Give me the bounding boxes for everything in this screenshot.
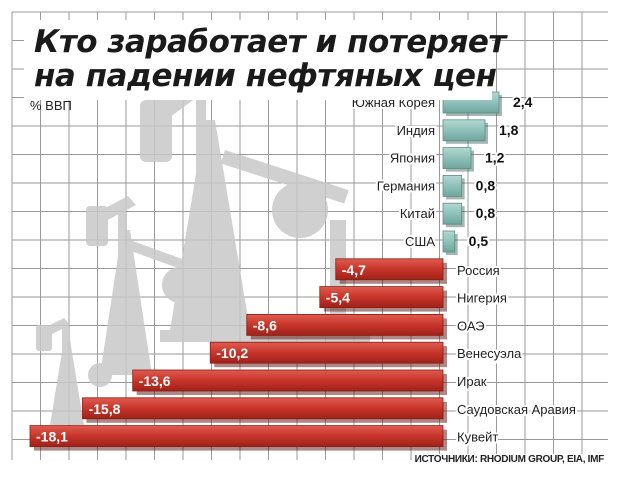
value-label: -13,6: [139, 373, 171, 389]
category-label: Кувейт: [457, 430, 498, 445]
bar-Китай: [442, 202, 463, 225]
bar-Венесуэла: [209, 341, 444, 364]
value-label: 2,4: [513, 94, 533, 110]
chart-title-line-1: Кто заработает и потеряет: [34, 24, 506, 60]
category-label: Китай: [400, 206, 435, 221]
value-label: 0,8: [476, 177, 496, 193]
chart-title-line-2: на падении нефтяных цен: [34, 58, 497, 94]
value-label: -10,2: [216, 345, 248, 361]
bar-ОАЭ: [246, 313, 444, 336]
value-label: -5,4: [326, 290, 350, 306]
title-background: [24, 20, 492, 100]
unit-label: % ВВП: [30, 98, 72, 113]
bar-Япония: [442, 147, 472, 170]
value-label: 1,2: [485, 150, 505, 166]
category-label: Япония: [390, 151, 435, 166]
value-label: -18,1: [36, 429, 68, 445]
category-label: Саудовская Аравия: [457, 402, 576, 417]
value-label: -8,6: [253, 317, 277, 333]
category-label: Ирак: [457, 374, 487, 389]
value-label: 0,5: [469, 233, 489, 249]
category-label: Россия: [457, 263, 500, 278]
bar-Россия: [335, 258, 444, 281]
bar-Кувейт: [29, 425, 444, 448]
category-label: Германия: [377, 178, 435, 193]
category-label: США: [405, 234, 435, 249]
category-label: ОАЭ: [457, 318, 485, 333]
bar-Германия: [442, 174, 463, 197]
bar-США: [442, 230, 456, 253]
value-label: -4,7: [342, 262, 366, 278]
bar-Ирак: [132, 369, 444, 392]
category-label: Индия: [397, 123, 435, 138]
value-label: -15,8: [88, 401, 120, 417]
value-label: 0,8: [476, 205, 496, 221]
category-label: Нигерия: [457, 291, 507, 306]
bar-Саудовская Аравия: [82, 397, 444, 420]
category-label: Венесуэла: [457, 346, 522, 361]
source-note: ИСТОЧНИКИ: RHODIUM GROUP, EIA, IMF: [412, 454, 606, 465]
bar-Индия: [442, 119, 486, 142]
value-label: 1,8: [499, 122, 519, 138]
bar-Нигерия: [319, 286, 444, 309]
